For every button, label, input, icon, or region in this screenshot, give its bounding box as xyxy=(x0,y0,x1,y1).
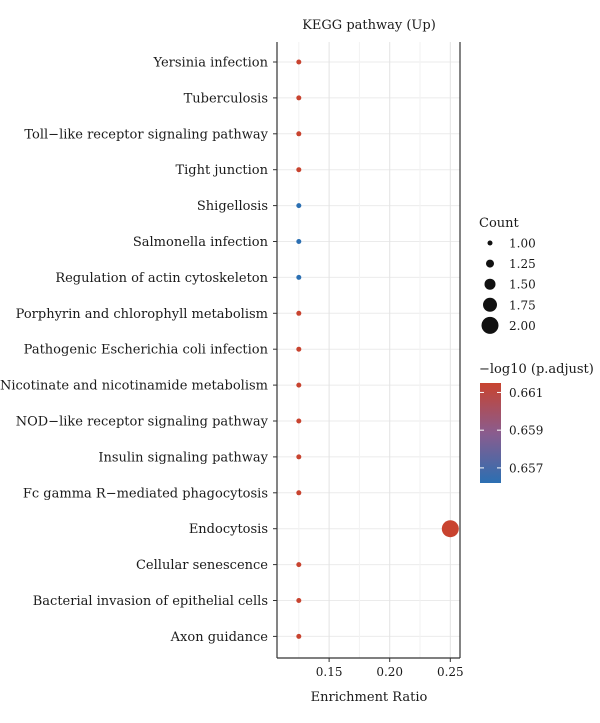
category-label: Salmonella infection xyxy=(133,235,269,250)
x-tick-label: 0.15 xyxy=(316,665,343,679)
category-label: Pathogenic Escherichia coli infection xyxy=(24,343,269,358)
category-label: NOD−like receptor signaling pathway xyxy=(16,415,269,430)
category-labels: Yersinia infection Tuberculosis Toll−like … xyxy=(0,56,269,645)
data-point xyxy=(296,274,302,280)
category-label: Regulation of actin cytoskeleton xyxy=(55,271,268,286)
axes xyxy=(273,42,461,662)
size-legend-key xyxy=(487,240,493,246)
category-label: Endocytosis xyxy=(189,522,268,537)
category-label: Insulin signaling pathway xyxy=(98,450,268,465)
data-point xyxy=(296,418,302,424)
category-label: Nicotinate and nicotinamide metabolism xyxy=(0,379,268,394)
category-label: Fc gamma R−mediated phagocytosis xyxy=(23,486,268,501)
data-point xyxy=(296,239,302,244)
data-point xyxy=(441,520,459,538)
data-point xyxy=(296,167,302,173)
data-point xyxy=(296,131,302,137)
data-points xyxy=(296,59,459,639)
size-legend-key xyxy=(484,278,496,290)
colorbar xyxy=(480,383,501,483)
x-tick-labels: 0.15 0.20 0.25 xyxy=(316,665,464,679)
size-legend-label: 1.00 xyxy=(509,237,536,251)
colorbar-label: 0.661 xyxy=(509,386,543,400)
size-legend-label: 1.75 xyxy=(509,298,536,312)
category-label: Yersinia infection xyxy=(153,56,269,71)
size-legend: Count 1.00 1.25 1.50 1.75 2.00 xyxy=(479,216,536,334)
size-legend-title: Count xyxy=(479,216,520,231)
category-label: Cellular senescence xyxy=(136,558,268,573)
data-point xyxy=(296,346,302,352)
size-legend-label: 2.00 xyxy=(509,319,536,333)
category-label: Axon guidance xyxy=(170,630,269,645)
colorbar-label: 0.657 xyxy=(509,461,543,475)
data-point xyxy=(296,490,302,496)
data-point xyxy=(296,562,302,568)
size-legend-key xyxy=(481,316,499,334)
color-legend-title: −log10 (p.adjust) xyxy=(479,362,594,377)
data-point xyxy=(296,203,302,209)
data-point xyxy=(296,382,302,388)
data-point xyxy=(296,633,302,639)
data-point xyxy=(296,454,302,460)
x-tick-label: 0.20 xyxy=(376,665,403,679)
category-label: Tuberculosis xyxy=(184,91,268,106)
chart-title: KEGG pathway (Up) xyxy=(302,18,436,33)
category-label: Porphyrin and chlorophyll metabolism xyxy=(16,307,268,322)
plot-panel xyxy=(277,42,460,658)
size-legend-key xyxy=(483,297,497,312)
data-point xyxy=(296,598,302,603)
colorbar-label: 0.659 xyxy=(509,424,543,438)
category-label: Tight junction xyxy=(175,163,268,178)
data-point xyxy=(296,95,302,101)
category-label: Toll−like receptor signaling pathway xyxy=(24,127,268,142)
plot-background xyxy=(277,42,460,658)
data-point xyxy=(296,59,302,65)
data-point xyxy=(296,310,302,316)
color-legend: −log10 (p.adjust) 0.657 0.659 0.661 xyxy=(479,362,594,483)
x-axis-title: Enrichment Ratio xyxy=(311,690,428,705)
size-legend-key xyxy=(486,259,494,268)
size-legend-label: 1.50 xyxy=(509,278,536,292)
category-label: Shigellosis xyxy=(197,199,268,214)
size-legend-label: 1.25 xyxy=(509,257,536,271)
grid-lines xyxy=(277,42,460,658)
x-tick-label: 0.25 xyxy=(437,665,464,679)
category-label: Bacterial invasion of epithelial cells xyxy=(33,594,268,609)
